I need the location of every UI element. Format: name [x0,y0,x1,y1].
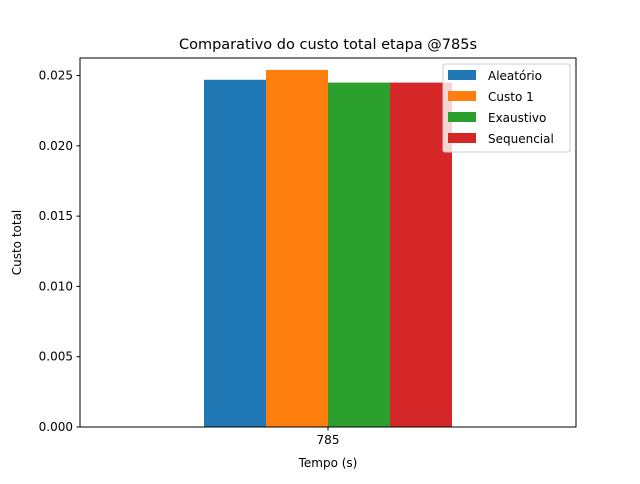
y-tick-label: 0.010 [39,279,73,293]
y-tick-label: 0.025 [39,69,73,83]
legend-frame [442,63,571,153]
bars-layer [204,69,452,427]
legend-swatch [448,112,476,122]
y-axis: 0.000 0.005 0.010 0.015 0.020 0.025 [39,69,80,434]
bar-aleatório-785 [204,79,266,427]
bar-exaustivo-785 [328,82,390,427]
x-axis: 785 [317,427,340,447]
x-tick-label: 785 [317,433,340,447]
legend-label: Aleatório [488,69,542,83]
legend-swatch [448,70,476,80]
legend-label: Sequencial [488,132,554,146]
y-tick-label: 0.020 [39,139,73,153]
legend-swatch [448,91,476,101]
chart-title: Comparativo do custo total etapa @785s [179,37,477,53]
legend-swatch [448,133,476,143]
legend-items: Aleatório Custo 1 Exaustivo Sequencial [448,69,554,146]
y-tick-label: 0.015 [39,209,73,223]
x-axis-label: Tempo (s) [298,456,358,470]
bar-sequencial-785 [390,82,452,427]
bar-custo-1-785 [266,69,328,427]
y-tick-label: 0.005 [39,350,73,364]
y-axis-label: Custo total [10,210,24,276]
legend-label: Custo 1 [488,90,534,104]
legend: Aleatório Custo 1 Exaustivo Sequencial [442,63,571,153]
legend-label: Exaustivo [488,111,546,125]
y-tick-label: 0.000 [39,420,73,434]
